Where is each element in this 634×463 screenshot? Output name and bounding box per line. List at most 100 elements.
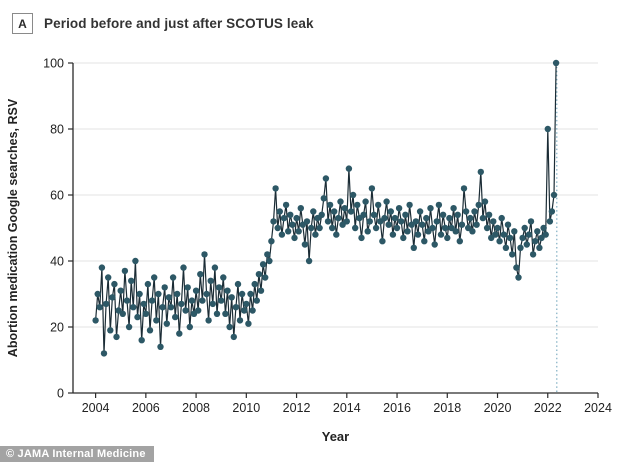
data-point: [280, 214, 288, 222]
data-point: [525, 231, 533, 238]
y-tick-label: 20: [50, 321, 64, 335]
x-tick-label: 2018: [433, 401, 461, 415]
data-point: [412, 218, 420, 225]
data-point: [291, 234, 298, 242]
data-point: [259, 261, 267, 268]
data-point: [406, 201, 413, 209]
data-point: [134, 313, 141, 321]
data-point: [483, 224, 491, 232]
data-point: [352, 224, 359, 232]
data-point: [159, 304, 166, 311]
data-point: [305, 257, 313, 265]
data-point: [238, 290, 246, 298]
data-point: [211, 264, 219, 271]
data-point: [527, 218, 535, 225]
data-point: [517, 244, 524, 251]
data-point: [481, 198, 489, 205]
data-point: [521, 224, 528, 232]
data-point: [282, 201, 290, 209]
data-point: [293, 214, 300, 222]
data-point: [456, 238, 463, 245]
data-point: [402, 211, 409, 218]
data-point: [195, 307, 202, 314]
data-point: [460, 185, 468, 192]
data-point: [98, 264, 106, 271]
data-point: [136, 290, 143, 298]
data-point: [410, 244, 417, 251]
data-point: [446, 214, 453, 222]
data-point: [389, 231, 397, 238]
data-point: [395, 205, 403, 212]
data-point: [366, 218, 373, 225]
data-point: [197, 271, 204, 278]
data-point: [337, 198, 344, 205]
data-point: [343, 218, 350, 225]
data-point: [203, 290, 210, 298]
x-tick-label: 2022: [534, 401, 562, 415]
data-point: [205, 317, 212, 324]
data-point: [146, 327, 154, 334]
data-point: [511, 228, 518, 235]
data-point: [550, 191, 558, 199]
data-point: [132, 257, 139, 265]
data-point: [322, 175, 330, 182]
data-point: [462, 208, 470, 215]
data-point: [475, 201, 482, 209]
data-point: [161, 284, 168, 291]
data-point: [224, 287, 231, 294]
data-point: [247, 290, 254, 298]
data-point: [148, 297, 156, 304]
data-point: [471, 208, 478, 215]
data-point: [163, 320, 170, 327]
data-point: [467, 214, 474, 222]
data-point: [473, 221, 480, 228]
data-point: [180, 264, 187, 271]
data-point: [100, 350, 108, 357]
data-point: [500, 231, 507, 238]
data-point: [184, 284, 191, 291]
data-point: [308, 224, 315, 232]
data-point: [276, 208, 283, 215]
data-point: [548, 208, 556, 215]
data-point: [236, 317, 244, 324]
data-point: [354, 201, 361, 209]
data-point: [155, 290, 162, 298]
data-point: [117, 287, 124, 294]
data-point: [347, 208, 355, 215]
data-point: [442, 224, 449, 232]
data-point: [266, 257, 273, 265]
data-point: [182, 307, 189, 314]
data-point: [268, 238, 275, 245]
data-point: [297, 205, 304, 212]
data-point: [199, 297, 206, 304]
data-point: [375, 201, 382, 209]
y-tick-label: 0: [57, 387, 64, 401]
data-point: [469, 228, 476, 235]
data-point: [393, 224, 401, 232]
data-point: [364, 228, 371, 235]
data-point: [303, 218, 311, 225]
data-point: [243, 300, 250, 308]
data-point: [536, 244, 543, 251]
data-point: [318, 211, 325, 218]
data-point: [287, 211, 294, 218]
data-point: [414, 231, 422, 238]
data-point: [270, 218, 277, 225]
data-point: [423, 214, 430, 222]
data-point: [485, 211, 493, 218]
data-point: [454, 211, 461, 218]
data-point: [123, 297, 131, 304]
data-point: [416, 208, 424, 215]
x-tick-label: 2010: [232, 401, 260, 415]
data-point: [138, 337, 145, 344]
data-point: [241, 307, 248, 314]
data-point: [324, 218, 332, 225]
data-point: [532, 238, 539, 245]
data-point: [232, 304, 240, 311]
data-point: [383, 198, 390, 205]
data-point: [404, 228, 411, 235]
data-point: [509, 251, 516, 258]
data-point: [335, 214, 342, 222]
data-point: [379, 238, 386, 245]
